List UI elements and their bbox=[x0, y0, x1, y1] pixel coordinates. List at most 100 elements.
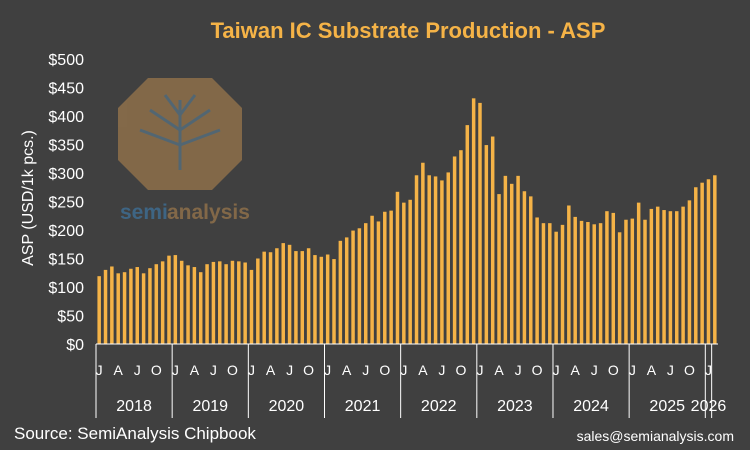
bar bbox=[617, 232, 622, 344]
bar bbox=[427, 175, 431, 344]
year-label: 2021 bbox=[345, 398, 381, 415]
month-tick-label: J bbox=[515, 362, 522, 378]
bar bbox=[116, 273, 120, 344]
bar bbox=[281, 243, 285, 344]
bar bbox=[700, 182, 704, 344]
bar bbox=[503, 175, 508, 344]
bar bbox=[129, 268, 133, 344]
bar bbox=[275, 248, 279, 344]
bar bbox=[579, 220, 584, 344]
bar bbox=[173, 255, 178, 344]
bar bbox=[205, 264, 209, 344]
bar bbox=[706, 179, 711, 344]
month-tick-label: O bbox=[456, 362, 467, 378]
bar bbox=[389, 210, 393, 344]
bar bbox=[440, 180, 444, 344]
bar bbox=[256, 258, 260, 344]
bar bbox=[338, 240, 343, 344]
y-tick-label: $400 bbox=[48, 109, 84, 126]
y-tick-label: $300 bbox=[48, 166, 84, 183]
month-tick-label: J bbox=[400, 362, 407, 378]
bar bbox=[592, 224, 596, 344]
month-tick-label: A bbox=[266, 362, 276, 378]
bar bbox=[300, 251, 305, 344]
month-tick-label: J bbox=[667, 362, 674, 378]
month-tick-label: J bbox=[96, 362, 103, 378]
bar bbox=[192, 267, 197, 344]
month-tick-label: A bbox=[114, 362, 124, 378]
month-tick-label: O bbox=[608, 362, 619, 378]
bar bbox=[402, 202, 406, 344]
month-tick-label: J bbox=[286, 362, 293, 378]
bar bbox=[573, 216, 577, 344]
bar bbox=[262, 251, 266, 344]
bar bbox=[325, 254, 330, 344]
bar bbox=[421, 162, 425, 344]
bar bbox=[465, 125, 470, 345]
month-tick-label: J bbox=[210, 362, 217, 378]
bar bbox=[344, 237, 349, 344]
bar bbox=[611, 212, 616, 344]
bar bbox=[560, 224, 565, 344]
bar bbox=[287, 244, 292, 344]
bar bbox=[319, 256, 324, 344]
month-tick-label: O bbox=[379, 362, 390, 378]
y-tick-label: $500 bbox=[48, 52, 84, 69]
bar bbox=[224, 264, 228, 344]
y-tick-label: $350 bbox=[48, 138, 84, 155]
bar bbox=[198, 272, 203, 344]
bar bbox=[110, 266, 114, 344]
bar bbox=[567, 205, 571, 344]
month-tick-label: J bbox=[629, 362, 636, 378]
bar bbox=[414, 175, 419, 344]
y-tick-label: $250 bbox=[48, 195, 84, 212]
month-tick-label: J bbox=[476, 362, 483, 378]
bar bbox=[624, 219, 628, 344]
bar bbox=[541, 223, 546, 344]
y-tick-label: $200 bbox=[48, 223, 84, 240]
bar bbox=[509, 183, 514, 344]
bar bbox=[237, 261, 241, 344]
y-tick-label: $450 bbox=[48, 81, 84, 98]
watermark-octagon-icon bbox=[118, 78, 242, 190]
year-label: 2025 bbox=[649, 398, 685, 415]
bar bbox=[694, 187, 698, 344]
bar bbox=[529, 196, 533, 344]
bar bbox=[370, 215, 374, 344]
month-tick-label: O bbox=[227, 362, 238, 378]
month-tick-label: O bbox=[532, 362, 543, 378]
month-tick-label: J bbox=[553, 362, 560, 378]
bar bbox=[490, 136, 495, 344]
bar bbox=[497, 194, 501, 344]
bar bbox=[186, 265, 190, 344]
bar bbox=[484, 145, 489, 344]
month-tick-label: A bbox=[647, 362, 657, 378]
month-tick-label: J bbox=[591, 362, 598, 378]
month-tick-label: O bbox=[151, 362, 162, 378]
year-label: 2022 bbox=[421, 398, 457, 415]
bar bbox=[643, 219, 647, 344]
y-tick-label: $150 bbox=[48, 252, 84, 269]
bar bbox=[713, 175, 717, 344]
bar bbox=[605, 211, 609, 344]
y-tick-label: $0 bbox=[66, 337, 84, 354]
bar bbox=[459, 150, 463, 344]
month-tick-label: O bbox=[303, 362, 314, 378]
bar bbox=[548, 223, 552, 344]
year-label: 2024 bbox=[573, 398, 609, 415]
bar bbox=[306, 248, 311, 344]
bar bbox=[383, 211, 387, 344]
bar bbox=[446, 172, 450, 344]
month-tick-label: J bbox=[324, 362, 331, 378]
bar bbox=[364, 223, 368, 344]
chart-title: Taiwan IC Substrate Production - ASP bbox=[211, 18, 606, 43]
bar bbox=[376, 221, 381, 344]
bar bbox=[649, 208, 654, 344]
year-label: 2020 bbox=[269, 398, 305, 415]
year-label: 2019 bbox=[192, 398, 228, 415]
bar bbox=[535, 217, 539, 344]
month-tick-label: A bbox=[494, 362, 504, 378]
year-label: 2018 bbox=[116, 398, 152, 415]
watermark-text-semi: semi bbox=[120, 201, 168, 224]
bar bbox=[681, 206, 685, 344]
